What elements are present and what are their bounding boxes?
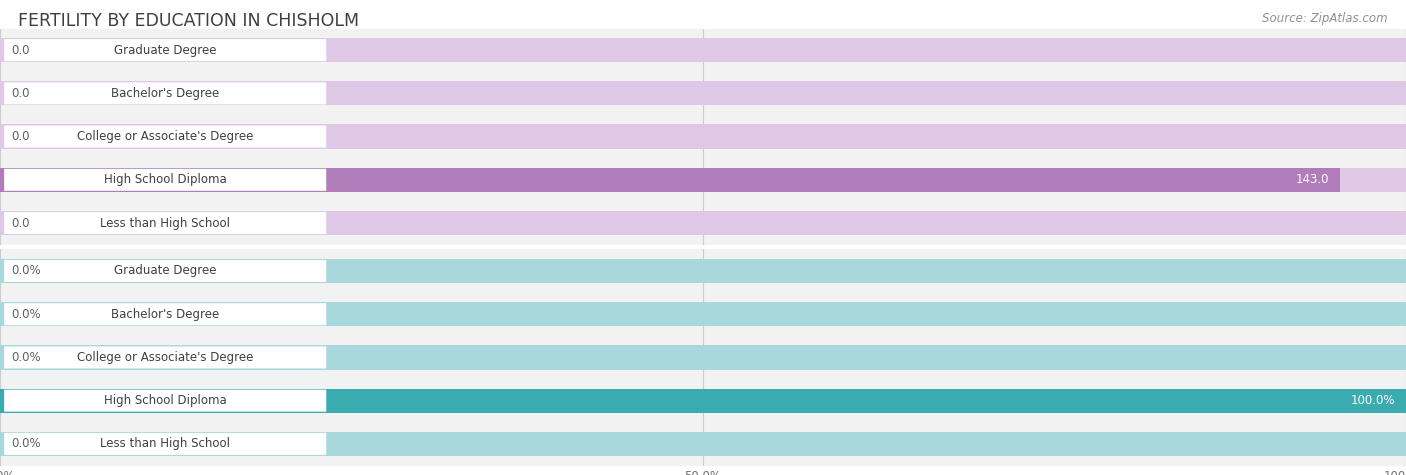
Bar bbox=[0, 201, 1406, 245]
Text: 0.0%: 0.0% bbox=[11, 308, 41, 321]
FancyBboxPatch shape bbox=[4, 390, 326, 412]
Bar bbox=[0, 249, 1406, 293]
Text: Graduate Degree: Graduate Degree bbox=[114, 265, 217, 277]
Text: 0.0%: 0.0% bbox=[11, 437, 41, 450]
Text: FERTILITY BY EDUCATION IN CHISHOLM: FERTILITY BY EDUCATION IN CHISHOLM bbox=[18, 12, 360, 30]
Bar bbox=[0, 389, 1406, 413]
FancyBboxPatch shape bbox=[4, 82, 326, 104]
Text: Less than High School: Less than High School bbox=[100, 217, 231, 229]
Bar bbox=[0, 302, 1406, 326]
FancyBboxPatch shape bbox=[4, 169, 326, 191]
Bar bbox=[0, 28, 1406, 72]
FancyBboxPatch shape bbox=[4, 212, 326, 234]
Bar bbox=[0, 72, 1406, 115]
Bar bbox=[0, 432, 1406, 456]
FancyBboxPatch shape bbox=[4, 125, 326, 148]
Text: 100.0%: 100.0% bbox=[1350, 394, 1395, 407]
Text: High School Diploma: High School Diploma bbox=[104, 394, 226, 407]
Text: Less than High School: Less than High School bbox=[100, 437, 231, 450]
Text: Bachelor's Degree: Bachelor's Degree bbox=[111, 87, 219, 100]
Bar bbox=[0, 81, 1406, 105]
Text: Source: ZipAtlas.com: Source: ZipAtlas.com bbox=[1263, 12, 1388, 25]
FancyBboxPatch shape bbox=[4, 433, 326, 455]
Text: 0.0: 0.0 bbox=[11, 130, 30, 143]
Text: 0.0: 0.0 bbox=[11, 87, 30, 100]
Text: 0.0%: 0.0% bbox=[11, 351, 41, 364]
Text: College or Associate's Degree: College or Associate's Degree bbox=[77, 351, 253, 364]
Bar bbox=[0, 211, 1406, 235]
Bar bbox=[0, 168, 1406, 192]
Bar bbox=[0, 259, 1406, 283]
Text: Bachelor's Degree: Bachelor's Degree bbox=[111, 308, 219, 321]
Bar bbox=[0, 422, 1406, 466]
FancyBboxPatch shape bbox=[4, 260, 326, 282]
Text: 0.0: 0.0 bbox=[11, 217, 30, 229]
Bar bbox=[0, 158, 1406, 201]
Text: 0.0%: 0.0% bbox=[11, 265, 41, 277]
FancyBboxPatch shape bbox=[4, 346, 326, 369]
Bar bbox=[0, 293, 1406, 336]
Bar bbox=[0, 115, 1406, 158]
Text: 143.0: 143.0 bbox=[1296, 173, 1329, 186]
Bar bbox=[0, 345, 1406, 370]
Text: High School Diploma: High School Diploma bbox=[104, 173, 226, 186]
Text: College or Associate's Degree: College or Associate's Degree bbox=[77, 130, 253, 143]
Bar bbox=[0, 38, 1406, 62]
Bar bbox=[0, 389, 1406, 413]
FancyBboxPatch shape bbox=[4, 303, 326, 325]
Bar bbox=[0, 336, 1406, 379]
Bar bbox=[0, 379, 1406, 422]
Bar bbox=[0, 168, 1340, 192]
Bar bbox=[0, 124, 1406, 149]
Text: 0.0: 0.0 bbox=[11, 44, 30, 57]
FancyBboxPatch shape bbox=[4, 39, 326, 61]
Text: Graduate Degree: Graduate Degree bbox=[114, 44, 217, 57]
